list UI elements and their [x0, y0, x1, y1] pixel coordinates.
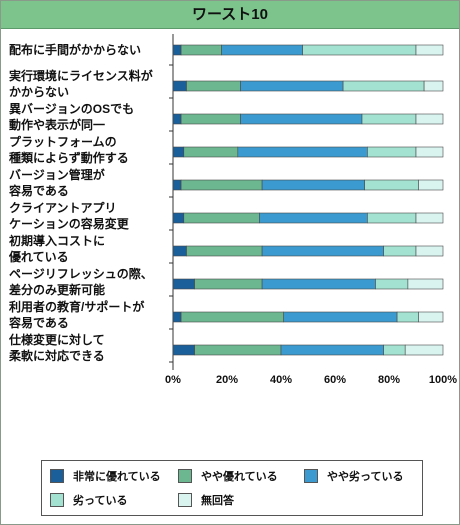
bar-segment	[180, 311, 285, 323]
bar-segment	[172, 146, 185, 158]
bar-segment	[361, 113, 417, 125]
bar-segment	[183, 146, 239, 158]
bar-segment	[415, 212, 444, 224]
legend-label: 非常に優れている	[73, 471, 161, 483]
bar-segment	[186, 80, 241, 92]
legend-swatch	[304, 469, 318, 483]
legend-item: やや劣っている	[304, 468, 403, 484]
legend-label: やや劣っている	[327, 471, 404, 483]
legend-item: やや優れている	[178, 468, 278, 484]
legend-item: 劣っている	[50, 492, 127, 508]
legend-label: 無回答	[201, 495, 234, 507]
bar-segment	[259, 212, 368, 224]
bar-segment	[172, 344, 195, 356]
bar-segment	[172, 212, 185, 224]
bar-segment	[383, 344, 406, 356]
bar-segment	[367, 212, 417, 224]
bar-segment	[221, 44, 303, 56]
bar-segment	[172, 44, 182, 56]
legend-label: 劣っている	[73, 495, 128, 507]
bar-segment	[367, 146, 417, 158]
bar-segment	[261, 278, 376, 290]
category-label: 異バージョンのOSでも動作や表示が同一	[9, 102, 134, 132]
bar-segment	[302, 44, 417, 56]
bar-segment	[375, 278, 409, 290]
legend-swatch	[50, 493, 64, 507]
x-tick-label: 60%	[324, 374, 346, 386]
bar-segment	[283, 311, 398, 323]
bar-segment	[396, 311, 420, 323]
category-label: プラットフォームの種類によらず動作する	[9, 134, 129, 165]
bar-segment	[194, 278, 263, 290]
bar-segment	[423, 80, 444, 92]
bar-segment	[180, 113, 241, 125]
bar-segment	[172, 278, 195, 290]
category-label: バージョン管理が容易である	[8, 167, 105, 198]
bar-segment	[261, 179, 366, 191]
bar-segment	[415, 44, 444, 56]
x-tick-label: 100%	[429, 374, 457, 386]
legend-item: 非常に優れている	[50, 468, 161, 484]
bar-segment	[172, 113, 182, 125]
title-bar: ワースト10	[1, 1, 459, 29]
x-tick-label: 0%	[165, 374, 181, 386]
bar-segment	[415, 245, 444, 257]
bar-segment	[172, 179, 182, 191]
bar-segment	[237, 146, 368, 158]
category-label: 初期導入コストに優れている	[8, 233, 105, 264]
legend-swatch	[178, 469, 192, 483]
legend-swatch	[50, 469, 64, 483]
bar-segment	[415, 113, 444, 125]
chart-title: ワースト10	[192, 6, 268, 23]
bar-segment	[180, 179, 263, 191]
legend-item: 無回答	[178, 492, 234, 508]
x-tick-label: 80%	[378, 374, 400, 386]
bar-segment	[383, 245, 417, 257]
stacked-bar-chart: 配布に手間がかからない実行環境にライセンス料がかからない異バージョンのOSでも動…	[8, 34, 457, 386]
bar-segment	[240, 80, 344, 92]
legend-label: やや優れている	[201, 471, 278, 483]
bar-segment	[240, 113, 363, 125]
bar-segment	[415, 146, 444, 158]
bar-segment	[404, 344, 444, 356]
bar-segment	[172, 245, 187, 257]
legend-swatch	[178, 493, 192, 507]
bar-segment	[261, 245, 384, 257]
bar-segment	[194, 344, 282, 356]
bar-segment	[418, 179, 444, 191]
x-tick-label: 20%	[216, 374, 238, 386]
category-label: 配布に手間がかからない	[9, 42, 141, 57]
category-label: クライアントアプリケーションの容易変更	[9, 200, 130, 231]
legend: 非常に優れている やや優れている やや劣っている劣っている 無回答	[41, 460, 423, 516]
bar-segment	[364, 179, 420, 191]
category-label: 実行環境にライセンス料がかからない	[9, 68, 153, 99]
category-label: 利用者の教育/サポートが容易である	[8, 299, 144, 330]
category-label: 仕様変更に対して柔軟に対応できる	[8, 332, 105, 363]
bar-segment	[183, 212, 260, 224]
bar-segment	[180, 44, 222, 56]
bar-segment	[172, 80, 187, 92]
bar-segment	[418, 311, 444, 323]
bar-segment	[407, 278, 444, 290]
category-label: ページリフレッシュの際、差分のみ更新可能	[8, 266, 153, 297]
bar-segment	[342, 80, 425, 92]
bar-segment	[186, 245, 263, 257]
x-tick-label: 40%	[270, 374, 292, 386]
bar-segment	[172, 311, 182, 323]
bar-segment	[280, 344, 384, 356]
